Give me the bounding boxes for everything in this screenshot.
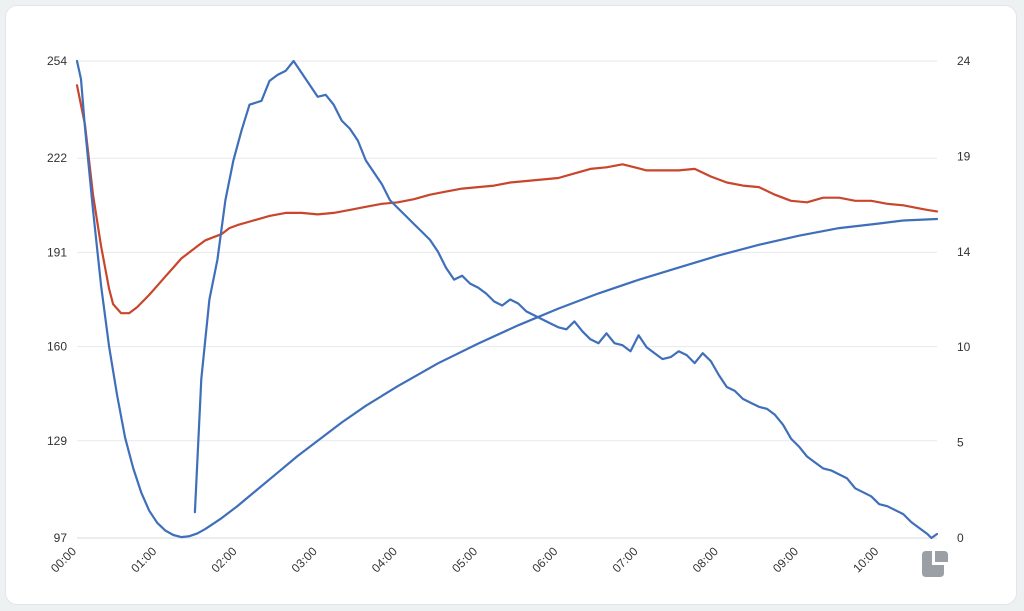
x-tick-label: 10:00 (850, 544, 881, 575)
chart-card: 97 129 160 191 222 254 0 5 10 14 19 24 00:00 01:00 02:… (5, 5, 1017, 605)
y-left-tick-label: 191 (47, 245, 67, 259)
watermark-logo-icon (922, 551, 948, 577)
series-line-1 (75, 84, 939, 315)
y-right-tick-label: 19 (957, 149, 971, 163)
x-tick-label: 09:00 (770, 544, 801, 575)
x-tick-label: 03:00 (289, 544, 320, 575)
x-tick-label: 07:00 (610, 544, 641, 575)
y-right-tick-label: 5 (957, 436, 964, 450)
x-tick-label: 01:00 (128, 544, 159, 575)
x-tick-label: 06:00 (529, 544, 560, 575)
y-right-tick-label: 24 (957, 54, 971, 68)
x-tick-label: 04:00 (369, 544, 400, 575)
y-left-tick-label: 160 (47, 340, 67, 354)
series-group (75, 59, 939, 540)
x-tick-label: 08:00 (690, 544, 721, 575)
y-right-tick-label: 10 (957, 340, 971, 354)
y-left-tick-label: 254 (47, 54, 67, 68)
y-left-tick-label: 97 (54, 531, 68, 545)
axis-labels: 97 129 160 191 222 254 0 5 10 14 19 24 00:00 01:00 02:… (47, 54, 971, 575)
y-left-tick-label: 222 (47, 151, 67, 165)
y-left-tick-label: 129 (47, 434, 67, 448)
line-chart: 97 129 160 191 222 254 0 5 10 14 19 24 00:00 01:00 02:… (47, 54, 971, 577)
series-line-2 (75, 59, 939, 539)
x-tick-label: 00:00 (48, 544, 79, 575)
series-line-3 (193, 59, 939, 540)
y-right-tick-label: 14 (957, 245, 971, 259)
x-tick-label: 02:00 (208, 544, 239, 575)
gridlines (77, 60, 937, 539)
y-right-tick-label: 0 (957, 531, 964, 545)
x-tick-label: 05:00 (449, 544, 480, 575)
